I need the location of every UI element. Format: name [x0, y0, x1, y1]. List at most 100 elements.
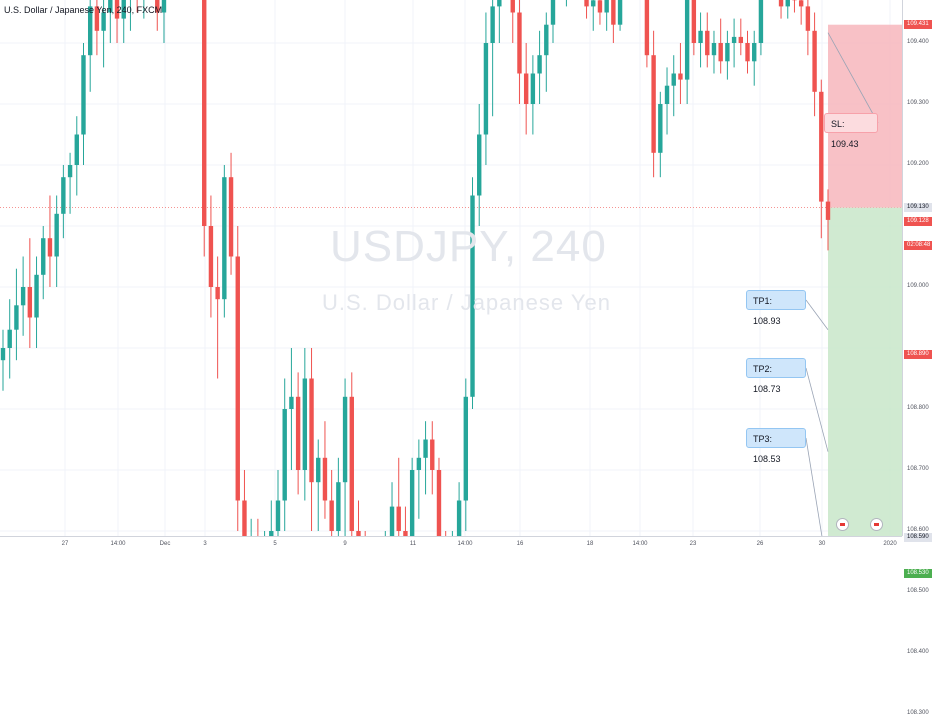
candle-body — [303, 379, 307, 471]
candle-body — [229, 177, 233, 256]
candle-body — [618, 0, 622, 25]
price-axis-label: 109.000 — [907, 283, 929, 289]
candle-body — [692, 0, 696, 43]
candle-body — [725, 43, 729, 61]
note-pointer — [806, 438, 828, 550]
candle-body — [276, 501, 280, 532]
time-axis-label: 14:00 — [110, 541, 125, 547]
candle-body — [598, 0, 602, 12]
candle-body — [417, 458, 421, 470]
candle-body — [524, 74, 528, 105]
time-axis-label: 14:00 — [457, 541, 472, 547]
candle-body — [678, 74, 682, 80]
take-profit-2-note[interactable]: TP2: 108.73 — [746, 358, 806, 378]
candle-body — [531, 74, 535, 105]
watermark-name: U.S. Dollar / Japanese Yen — [322, 290, 611, 316]
candle-body — [759, 0, 763, 43]
chart-area[interactable]: U.S. Dollar / Japanese Yen, 240, FXCM US… — [0, 0, 932, 550]
candle-body — [712, 43, 716, 55]
flag-us-icon[interactable] — [870, 518, 883, 531]
candle-body — [812, 31, 816, 92]
candle-body — [705, 31, 709, 55]
candle-body — [28, 287, 32, 318]
time-axis[interactable] — [0, 536, 902, 551]
stop-loss-note[interactable]: SL: 109.43 — [824, 113, 878, 133]
candle-body — [665, 86, 669, 104]
candle-body — [222, 177, 226, 299]
candle-body — [484, 43, 488, 135]
candle-body — [551, 0, 555, 25]
candle-body — [397, 507, 401, 531]
time-axis-label: 16 — [517, 541, 524, 547]
candle-body — [732, 37, 736, 43]
candle-body — [584, 0, 588, 6]
candle-body — [289, 397, 293, 409]
candle-body — [41, 238, 45, 275]
price-tag: 108.890 — [904, 350, 932, 359]
candle-body — [75, 135, 79, 166]
take-profit-1-note[interactable]: TP1: 108.93 — [746, 290, 806, 310]
price-tag: 109.128 — [904, 217, 932, 226]
candle-body — [81, 55, 85, 134]
candle-body — [296, 397, 300, 470]
candle-body — [651, 55, 655, 153]
candle-body — [739, 37, 743, 43]
price-axis-label: 108.400 — [907, 649, 929, 655]
symbol-title: U.S. Dollar / Japanese Yen, 240, FXCM — [4, 5, 162, 15]
time-axis-label: Dec — [160, 541, 171, 547]
price-tag: 109.130 — [904, 203, 932, 212]
note-pointer — [806, 368, 828, 452]
candle-body — [685, 0, 689, 80]
candle-body — [329, 501, 333, 532]
note-pointer — [806, 300, 828, 330]
candle-body — [464, 397, 468, 501]
candle-body — [21, 287, 25, 305]
candle-body — [819, 92, 823, 202]
candle-body — [48, 238, 52, 256]
time-axis-label: 11 — [410, 541, 416, 547]
candle-body — [101, 13, 105, 31]
price-axis-label: 109.200 — [907, 161, 929, 167]
time-axis-label: 23 — [690, 541, 697, 547]
price-chart[interactable] — [0, 0, 932, 550]
candle-body — [537, 55, 541, 73]
time-axis-label: 2020 — [883, 541, 896, 547]
watermark-ticker: USDJPY, 240 — [330, 222, 607, 272]
candle-body — [591, 0, 595, 6]
candle-body — [544, 25, 548, 56]
candle-body — [430, 440, 434, 471]
candle-body — [645, 0, 649, 55]
time-axis-label: 26 — [757, 541, 764, 547]
price-tag: 109.431 — [904, 20, 932, 29]
candle-body — [350, 397, 354, 531]
take-profit-3-note[interactable]: TP3: 108.53 — [746, 428, 806, 448]
candle-body — [423, 440, 427, 458]
flag-us-icon[interactable] — [836, 518, 849, 531]
time-axis-label: 14:00 — [632, 541, 647, 547]
price-axis-label: 108.700 — [907, 466, 929, 472]
take-profit-area — [828, 208, 902, 550]
candle-body — [511, 0, 515, 13]
candle-body — [236, 257, 240, 501]
candle-body — [54, 214, 58, 257]
candle-body — [806, 6, 810, 30]
candle-body — [779, 0, 783, 6]
candle-body — [604, 0, 608, 12]
candle-body — [61, 177, 65, 214]
time-axis-label: 18 — [587, 541, 594, 547]
time-axis-label: 30 — [819, 541, 826, 547]
candle-body — [309, 379, 313, 483]
candle-body — [672, 74, 676, 86]
candle-body — [323, 458, 327, 501]
candle-body — [611, 0, 615, 25]
price-axis-label: 109.300 — [907, 100, 929, 106]
price-axis-label: 109.400 — [907, 39, 929, 45]
candle-body — [517, 13, 521, 74]
price-axis-label: 108.300 — [907, 710, 929, 716]
time-axis-label: 3 — [203, 541, 206, 547]
candle-body — [752, 43, 756, 61]
candle-body — [343, 397, 347, 482]
candle-body — [718, 43, 722, 61]
candle-body — [658, 104, 662, 153]
price-axis[interactable] — [902, 0, 932, 536]
